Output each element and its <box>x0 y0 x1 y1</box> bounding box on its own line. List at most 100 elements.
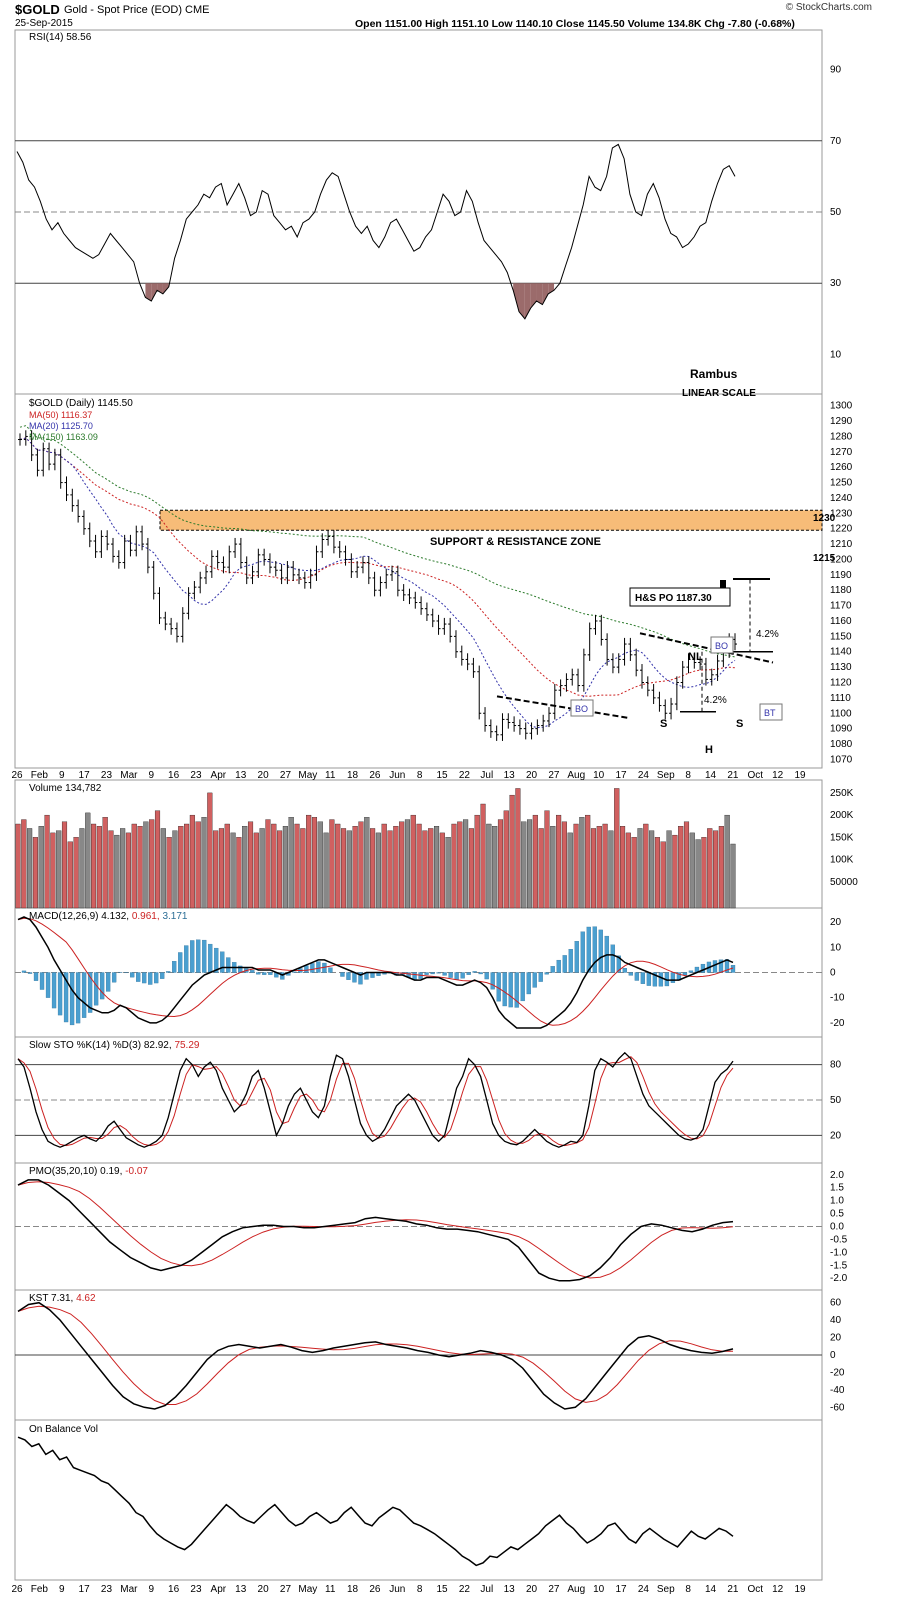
volume-bar <box>306 814 312 909</box>
y-tick-rsi: 30 <box>830 278 842 289</box>
volume-bar <box>620 826 626 909</box>
x-tick-bottom: Sep <box>657 1584 675 1595</box>
x-tick-bottom: Feb <box>31 1584 49 1595</box>
y-tick-price: 1170 <box>830 601 852 612</box>
macd-histogram-bar <box>81 972 87 1018</box>
x-tick: 23 <box>190 770 202 781</box>
y-tick-macd: 10 <box>830 942 842 953</box>
x-tick: 21 <box>727 770 739 781</box>
ma-legend-2: MA(150) 1163.09 <box>29 432 98 442</box>
y-tick-volume: 200K <box>830 810 854 821</box>
x-tick: 9 <box>59 770 65 781</box>
macd-histogram-bar <box>93 972 99 1006</box>
x-tick-bottom: 10 <box>593 1584 605 1595</box>
rsi-oversold-fill <box>530 283 537 309</box>
x-tick-bottom: 27 <box>280 1584 292 1595</box>
x-tick: 9 <box>148 770 154 781</box>
y-tick-kst: 60 <box>830 1298 842 1309</box>
macd-histogram-bar <box>652 972 658 987</box>
volume-bar <box>532 814 538 909</box>
volume-bar <box>683 821 690 909</box>
volume-bar <box>422 830 428 909</box>
po-label: H&S PO 1187.30 <box>635 593 712 604</box>
y-tick-volume: 150K <box>830 832 854 843</box>
macd-histogram-bar <box>442 972 447 976</box>
y-tick-pmo: 0.0 <box>830 1222 844 1233</box>
x-tick-bottom: 26 <box>11 1584 23 1595</box>
x-tick: 8 <box>685 770 691 781</box>
x-tick-bottom: 27 <box>548 1584 560 1595</box>
x-tick: Feb <box>31 770 49 781</box>
y-tick-volume: 50000 <box>830 877 858 888</box>
volume-bar <box>346 830 352 909</box>
volume-bar <box>509 794 515 909</box>
y-tick-pmo: -1.0 <box>830 1247 848 1258</box>
volume-bar <box>724 814 730 909</box>
x-tick: 19 <box>794 770 806 781</box>
volume-bar <box>701 837 707 909</box>
x-tick: 27 <box>548 770 560 781</box>
y-tick-rsi: 90 <box>830 65 842 76</box>
y-tick-price: 1230 <box>830 508 853 519</box>
x-tick-bottom: 23 <box>190 1584 202 1595</box>
y-tick-kst: 40 <box>830 1315 842 1326</box>
macd-histogram-bar <box>634 972 640 981</box>
volume-bar <box>166 837 172 909</box>
volume-bar <box>428 828 434 909</box>
breakout-label-2: BO <box>715 641 728 651</box>
macd-histogram-bar <box>526 972 531 995</box>
volume-bar <box>637 828 643 909</box>
x-tick-bottom: 16 <box>168 1584 180 1595</box>
volume-bar <box>329 819 335 909</box>
x-tick: Oct <box>747 770 763 781</box>
volume-bar <box>224 823 230 909</box>
y-tick-volume: 100K <box>830 855 854 866</box>
volume-bar <box>666 830 672 909</box>
volume-bar <box>172 830 178 909</box>
macd-histogram-bar <box>166 971 171 973</box>
pmo-line <box>17 1179 734 1282</box>
volume-bar <box>596 826 602 909</box>
volume-bar <box>277 830 283 909</box>
provider-watermark: © StockCharts.com <box>785 2 872 13</box>
y-tick-price: 1120 <box>830 677 852 688</box>
y-tick-pmo: 2.0 <box>830 1170 844 1181</box>
macd-histogram-bar <box>448 972 453 978</box>
volume-bar <box>625 832 631 909</box>
macd-histogram-bar <box>87 972 93 1013</box>
y-tick-sto: 20 <box>830 1130 842 1141</box>
x-tick-bottom: 24 <box>638 1584 650 1595</box>
x-tick: 22 <box>459 770 471 781</box>
panel-frame-price <box>14 393 823 769</box>
volume-bar <box>242 826 248 909</box>
macd-histogram-bar <box>466 972 471 975</box>
volume-bar <box>526 819 533 909</box>
x-tick-bottom: Mar <box>120 1584 138 1595</box>
volume-bar <box>730 843 736 909</box>
macd-histogram-bar <box>574 941 579 973</box>
volume-bar <box>154 810 161 909</box>
volume-bar <box>311 817 318 909</box>
macd-histogram-bar <box>610 944 615 973</box>
y-tick-price: 1200 <box>830 554 853 565</box>
y-tick-price: 1280 <box>830 431 853 442</box>
volume-bar <box>439 832 445 909</box>
macd-histogram-bar <box>472 971 477 973</box>
volume-bar <box>79 828 85 909</box>
macd-histogram-bar <box>328 967 333 973</box>
x-tick-bottom: 22 <box>459 1584 471 1595</box>
volume-bar <box>649 830 655 909</box>
macd-histogram-bar <box>460 972 465 979</box>
y-tick-rsi: 50 <box>830 207 842 218</box>
macd-histogram-bar <box>622 967 627 973</box>
volume-bar <box>195 821 201 909</box>
volume-bar <box>538 828 544 909</box>
pmo-signal-line <box>17 1181 734 1279</box>
volume-bar <box>143 821 149 909</box>
volume-bar <box>340 828 347 909</box>
ma-legend-1: MA(20) 1125.70 <box>29 421 93 431</box>
y-tick-kst: -40 <box>830 1385 845 1396</box>
volume-bar <box>393 826 399 909</box>
macd-histogram-bar <box>184 945 189 973</box>
volume-bar <box>544 810 550 909</box>
